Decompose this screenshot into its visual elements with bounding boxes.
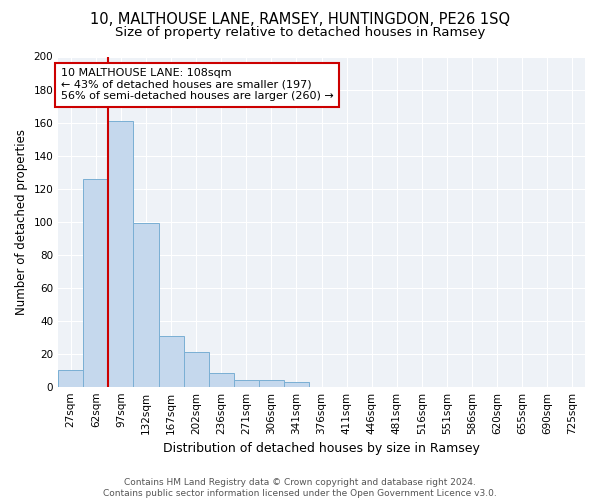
Bar <box>284 382 309 386</box>
Text: 10, MALTHOUSE LANE, RAMSEY, HUNTINGDON, PE26 1SQ: 10, MALTHOUSE LANE, RAMSEY, HUNTINGDON, … <box>90 12 510 28</box>
Bar <box>259 380 284 386</box>
Text: Contains HM Land Registry data © Crown copyright and database right 2024.
Contai: Contains HM Land Registry data © Crown c… <box>103 478 497 498</box>
Bar <box>184 352 209 386</box>
X-axis label: Distribution of detached houses by size in Ramsey: Distribution of detached houses by size … <box>163 442 480 455</box>
Bar <box>158 336 184 386</box>
Text: 10 MALTHOUSE LANE: 108sqm
← 43% of detached houses are smaller (197)
56% of semi: 10 MALTHOUSE LANE: 108sqm ← 43% of detac… <box>61 68 334 102</box>
Bar <box>133 223 158 386</box>
Bar <box>83 178 109 386</box>
Bar <box>209 374 234 386</box>
Bar <box>58 370 83 386</box>
Y-axis label: Number of detached properties: Number of detached properties <box>15 128 28 314</box>
Bar <box>234 380 259 386</box>
Text: Size of property relative to detached houses in Ramsey: Size of property relative to detached ho… <box>115 26 485 39</box>
Bar <box>109 121 133 386</box>
